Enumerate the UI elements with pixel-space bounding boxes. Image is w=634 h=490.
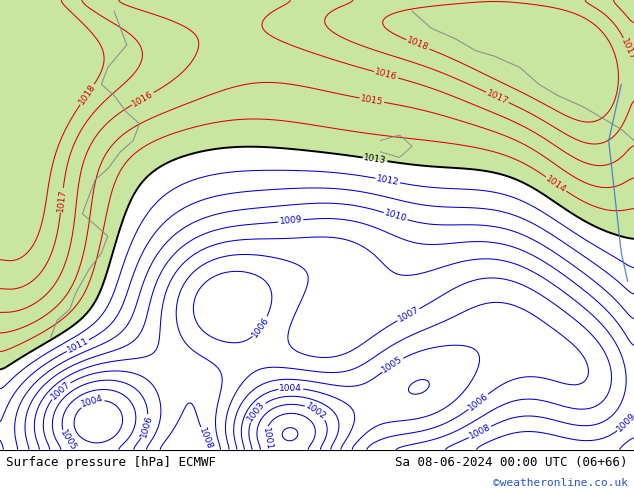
Text: 1007: 1007: [396, 305, 420, 324]
Text: 1015: 1015: [359, 94, 384, 107]
Text: 1003: 1003: [246, 400, 267, 423]
Text: 1009: 1009: [615, 411, 634, 433]
Text: 1017: 1017: [485, 88, 510, 106]
Text: 1008: 1008: [197, 426, 214, 451]
Text: Surface pressure [hPa] ECMWF: Surface pressure [hPa] ECMWF: [6, 456, 216, 469]
Text: Sa 08-06-2024 00:00 UTC (06+66): Sa 08-06-2024 00:00 UTC (06+66): [395, 456, 628, 469]
Text: 1005: 1005: [380, 355, 404, 375]
Text: 1018: 1018: [406, 36, 430, 53]
Text: 1004: 1004: [80, 394, 105, 409]
Text: 1013: 1013: [363, 153, 387, 166]
Text: 1012: 1012: [375, 174, 400, 187]
Text: 1009: 1009: [279, 216, 302, 226]
Text: 1004: 1004: [280, 384, 302, 393]
Text: 1005: 1005: [58, 429, 78, 453]
Text: 1007: 1007: [49, 379, 72, 401]
Text: 1006: 1006: [250, 315, 271, 339]
Text: 1014: 1014: [544, 174, 568, 195]
Text: 1016: 1016: [374, 68, 398, 82]
Text: 1010: 1010: [384, 209, 408, 224]
Text: 1016: 1016: [131, 89, 155, 108]
Text: 1017: 1017: [56, 188, 68, 212]
Text: 1008: 1008: [468, 423, 492, 441]
Text: 1006: 1006: [467, 391, 490, 413]
Text: 1018: 1018: [77, 82, 98, 106]
Text: 1001: 1001: [261, 426, 273, 451]
Text: 1017: 1017: [619, 37, 634, 62]
Text: 1002: 1002: [304, 401, 328, 421]
Text: ©weatheronline.co.uk: ©weatheronline.co.uk: [493, 478, 628, 488]
Text: 1006: 1006: [139, 414, 153, 439]
Text: 1011: 1011: [65, 336, 90, 355]
